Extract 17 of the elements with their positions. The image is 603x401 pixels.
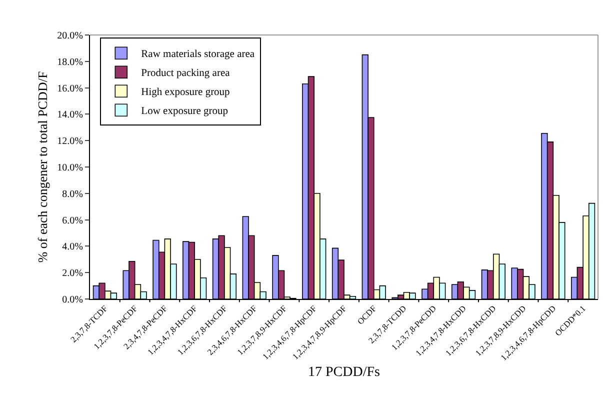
legend-label: High exposure group: [141, 87, 230, 98]
y-axis-title: % of each congener to total PCDD/F: [35, 71, 50, 263]
legend-label: Low exposure group: [141, 106, 228, 118]
y-tick-label: 8.0%: [62, 188, 83, 200]
legend-label: Raw materials storage area: [141, 49, 255, 60]
y-tick-label: 10.0%: [57, 162, 83, 174]
y-tick-label: 18.0%: [57, 56, 83, 68]
y-tick-label: 4.0%: [62, 242, 83, 253]
y-tick-label: 14.0%: [57, 110, 83, 121]
y-tick-label: 20.0%: [57, 30, 83, 42]
x-axis-title: 17 PCDD/Fs: [308, 364, 380, 380]
y-tick-label: 2.0%: [62, 268, 83, 280]
y-tick-label: 16.0%: [57, 83, 83, 94]
y-tick-label: 0.0%: [62, 294, 83, 306]
y-tick-label: 12.0%: [57, 136, 83, 148]
y-tick-label: 6.0%: [62, 215, 83, 226]
legend-label: Product packing area: [141, 68, 230, 80]
